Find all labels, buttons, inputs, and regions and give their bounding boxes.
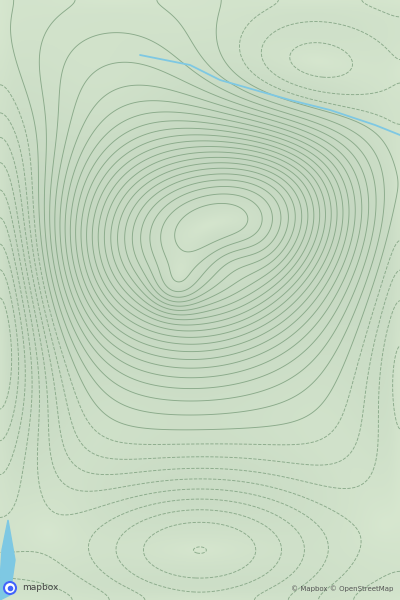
Circle shape <box>4 582 16 594</box>
Text: © Mapbox © OpenStreetMap: © Mapbox © OpenStreetMap <box>291 586 393 592</box>
Polygon shape <box>0 520 15 600</box>
Text: mapbox: mapbox <box>22 583 58 592</box>
